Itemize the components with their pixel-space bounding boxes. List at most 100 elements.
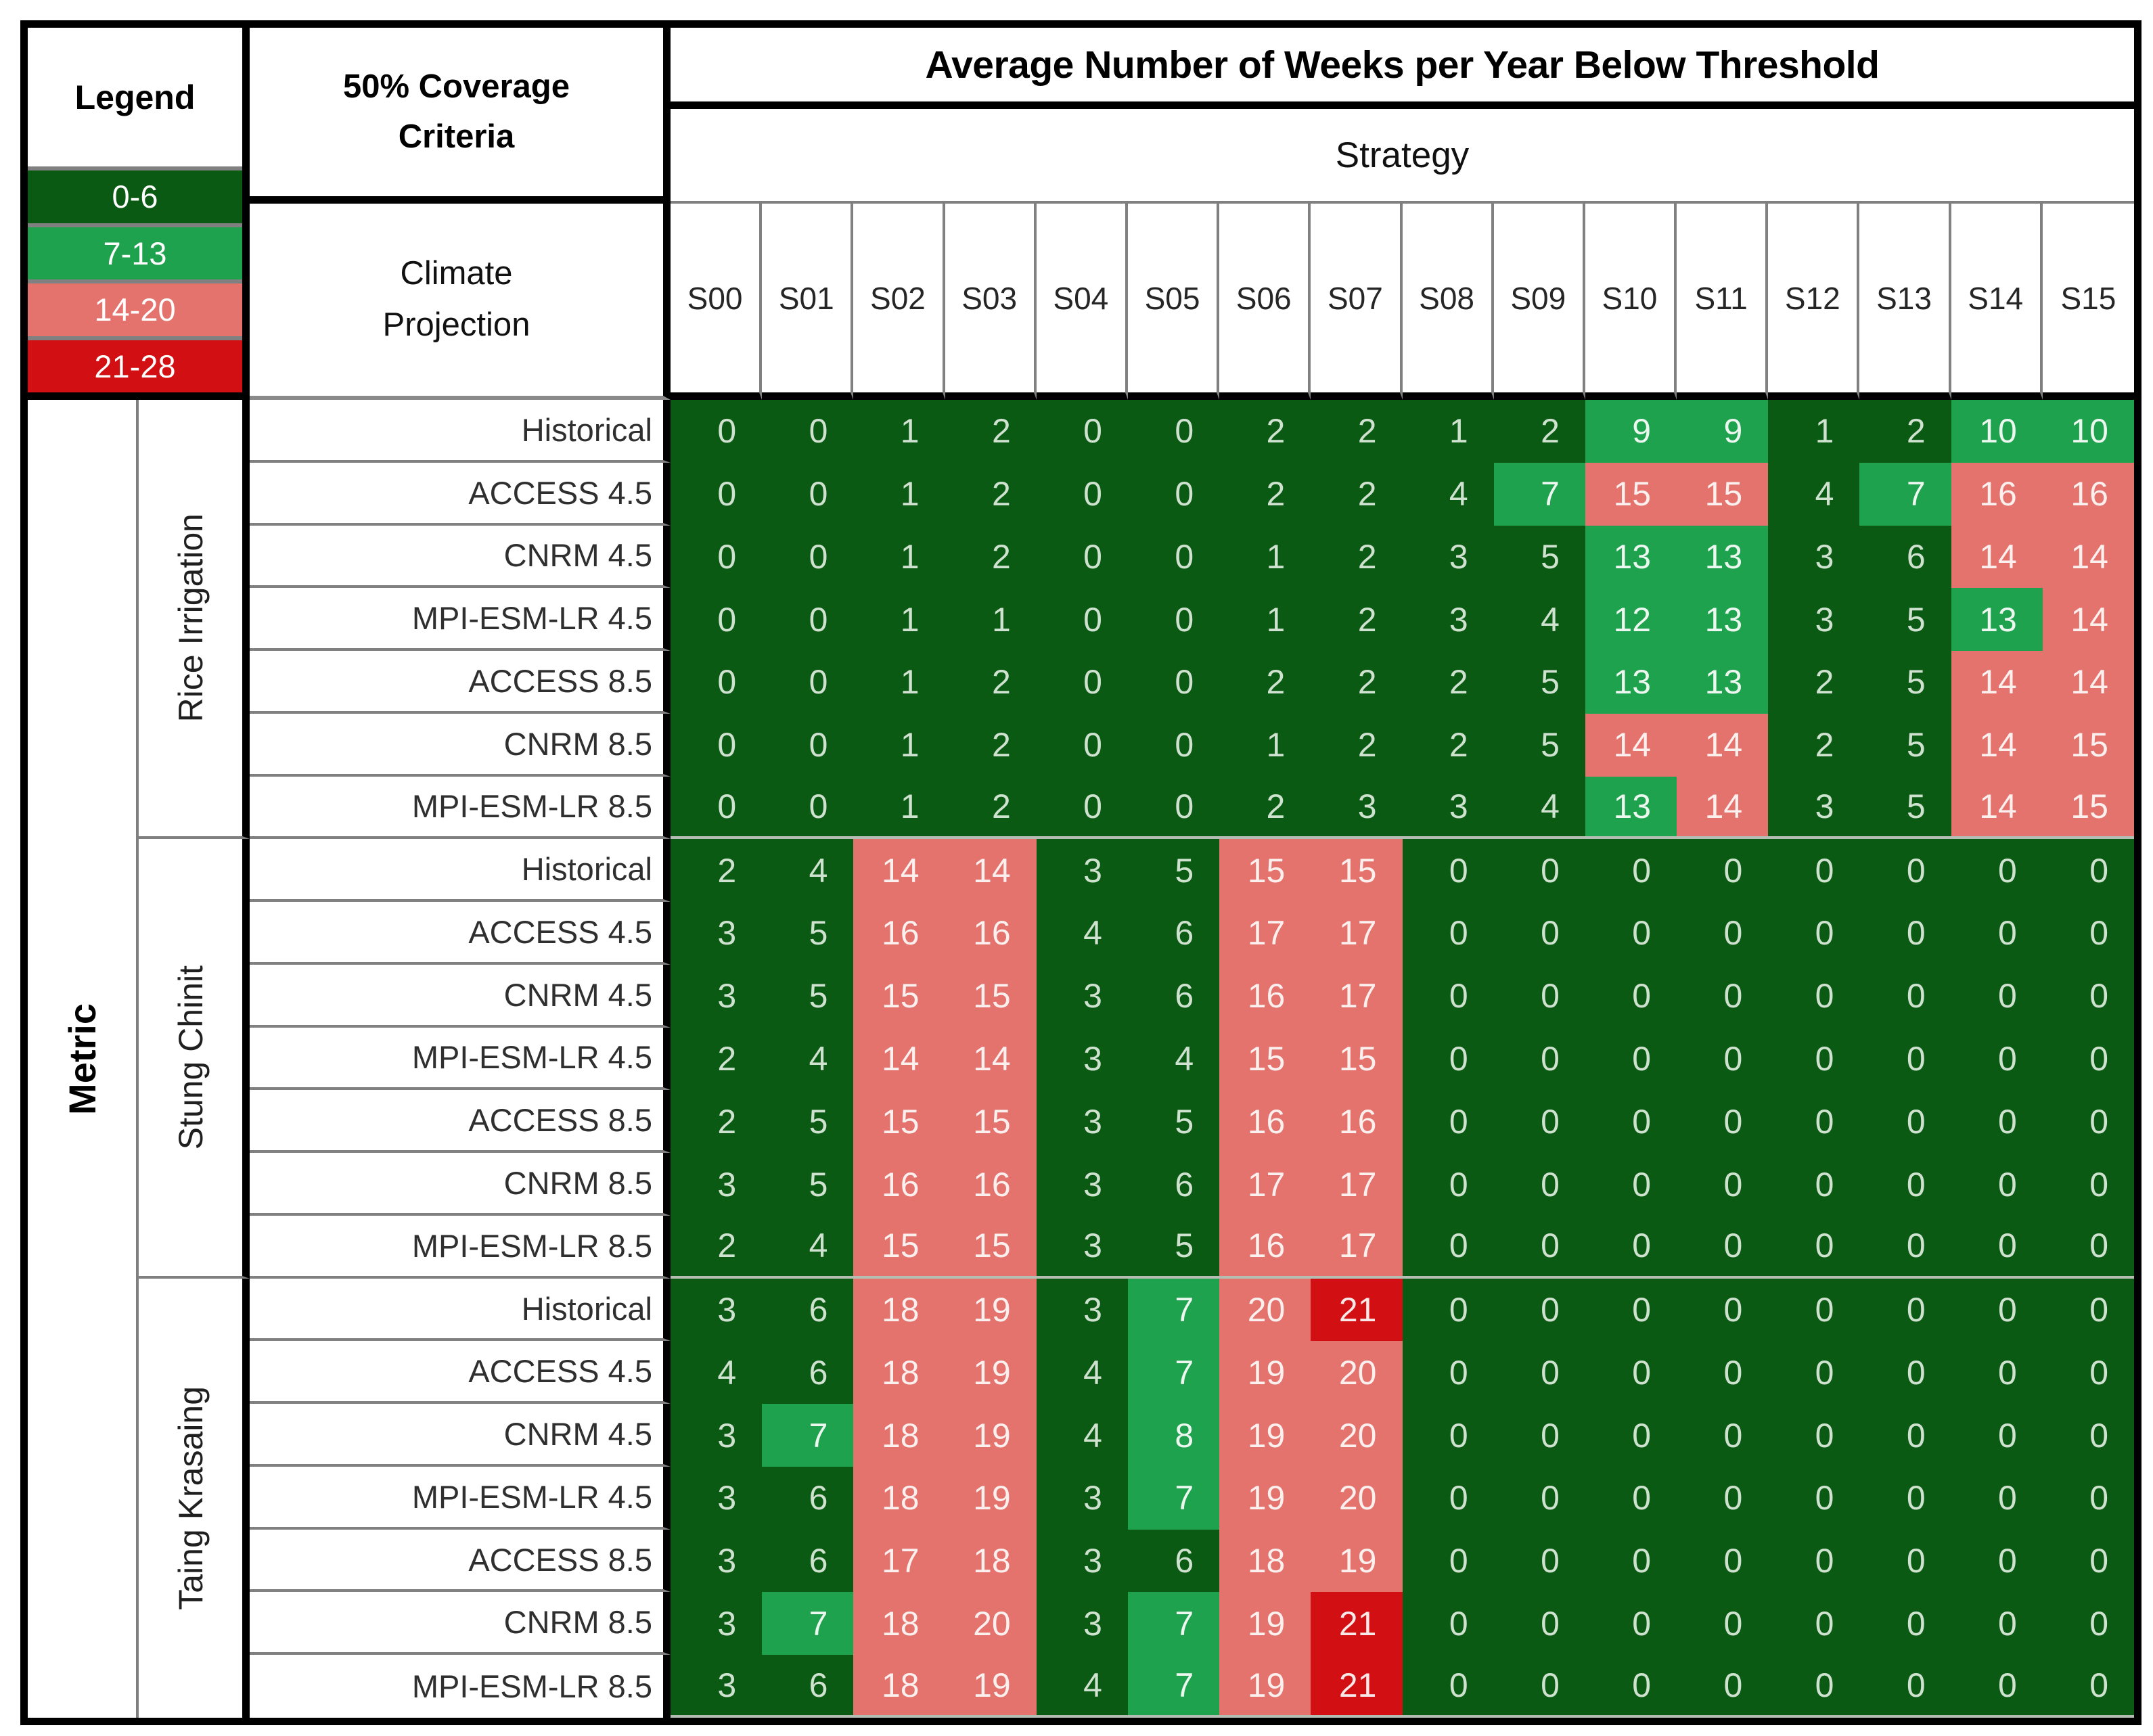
heatmap-cell: 15 [945,1090,1037,1153]
heatmap-cell: 0 [1768,1341,1860,1404]
heatmap-cell: 0 [1677,1529,1769,1593]
heatmap-cell: 1 [853,462,945,526]
legend-band-14-20: 14-20 [28,279,242,336]
heatmap-cell: 3 [671,1529,763,1593]
projection-label: Historical [250,400,671,463]
heatmap-cell: 9 [1677,400,1769,463]
heatmap-cell: 0 [1127,462,1220,526]
heatmap-cell: 2 [945,713,1037,777]
projection-label: CNRM 8.5 [250,1153,671,1216]
heatmap-cell: 5 [762,1153,854,1216]
heatmap-cell: 1 [1219,713,1311,777]
projection-label: ACCESS 4.5 [250,902,671,965]
heatmap-cell: 2 [1311,525,1403,589]
legend-panel: Legend 0-6 7-13 14-20 21-28 [28,28,250,400]
heatmap-cell: 19 [1219,1341,1311,1404]
coverage-criteria-line1: 50% Coverage [342,68,570,105]
heatmap-cell: 5 [762,964,854,1028]
heatmap-cell: 18 [853,1278,945,1342]
heatmap-cell: 6 [762,1655,854,1718]
heatmap-cell: 0 [1768,902,1860,965]
heatmap-cell: 3 [1768,588,1860,652]
heatmap-cell: 14 [2042,588,2134,652]
heatmap-cell: 21 [1311,1278,1403,1342]
heatmap-cell: 0 [1585,1153,1677,1216]
heatmap-cell: 14 [945,1027,1037,1091]
legend-band-7-13: 7-13 [28,223,242,279]
heatmap-cell: 15 [1219,1027,1311,1091]
strategy-column-header: S01 [762,204,854,400]
heatmap-cell: 1 [853,713,945,777]
heatmap-cell: 0 [1768,1215,1860,1279]
heatmap-cell: 0 [2042,1215,2134,1279]
projection-label: ACCESS 8.5 [250,1529,671,1593]
heatmap-cell: 0 [1859,839,1951,903]
heatmap-cell: 0 [1859,1592,1951,1655]
heatmap-cell: 0 [1677,1278,1769,1342]
heatmap-cell: 0 [1402,1592,1494,1655]
heatmap-cell: 20 [1311,1404,1403,1467]
heatmap-cell: 0 [1493,1341,1585,1404]
heatmap-cell: 5 [1859,713,1951,777]
heatmap-cell: 2 [1311,713,1403,777]
coverage-criteria-line2: Criteria [398,118,515,155]
heatmap-cell: 0 [1951,1090,2043,1153]
heatmap-cell: 0 [1402,1215,1494,1279]
heatmap-cell: 0 [1585,1404,1677,1467]
heatmap-cell: 2 [671,1027,763,1091]
heatmap-cell: 5 [1127,1090,1220,1153]
heatmap-cell: 15 [853,964,945,1028]
heatmap-cell: 0 [1402,1153,1494,1216]
heatmap-cell: 0 [1585,1215,1677,1279]
heatmap-cell: 0 [1859,902,1951,965]
heatmap-cell: 2 [1493,400,1585,463]
heatmap-cell: 0 [1951,1278,2043,1342]
heatmap-cell: 0 [1677,1404,1769,1467]
heatmap-cell: 15 [1677,462,1769,526]
heatmap-cell: 0 [671,462,763,526]
heatmap-cell: 3 [1036,964,1128,1028]
heatmap-cell: 7 [1127,1592,1220,1655]
heatmap-cell: 0 [1768,1027,1860,1091]
heatmap-cell: 0 [1859,1529,1951,1593]
heatmap-cell: 0 [1402,1529,1494,1593]
heatmap-cell: 2 [1311,400,1403,463]
projection-label: MPI-ESM-LR 4.5 [250,588,671,652]
strategy-column-header: S00 [671,204,763,400]
heatmap-cell: 0 [762,525,854,589]
heatmap-cell: 0 [1859,1341,1951,1404]
heatmap-cell: 0 [1859,1466,1951,1530]
heatmap-cell: 16 [1311,1090,1403,1153]
heatmap-cell: 2 [1311,588,1403,652]
heatmap-cell: 0 [671,525,763,589]
heatmap-cell: 5 [762,1090,854,1153]
heatmap-cell: 0 [671,588,763,652]
heatmap-cell: 16 [945,1153,1037,1216]
heatmap-cell: 3 [1036,1153,1128,1216]
heatmap-cell: 6 [1859,525,1951,589]
heatmap-cell: 4 [762,839,854,903]
heatmap-cell: 0 [1493,1592,1585,1655]
heatmap-cell: 6 [762,1529,854,1593]
heatmap-cell: 19 [945,1466,1037,1530]
heatmap-cell: 0 [1768,1529,1860,1593]
heatmap-cell: 14 [1951,776,2043,840]
heatmap-cell: 13 [1677,651,1769,714]
heatmap-cell: 0 [762,400,854,463]
heatmap-cell: 4 [762,1027,854,1091]
heatmap-cell: 1 [853,400,945,463]
heatmap-cell: 13 [1585,651,1677,714]
heatmap-cell: 0 [1036,588,1128,652]
heatmap-cell: 0 [1493,1655,1585,1718]
heatmap-cell: 1 [1219,588,1311,652]
heatmap-cell: 0 [2042,1090,2134,1153]
heatmap-cell: 0 [1859,1090,1951,1153]
heatmap-cell: 4 [1036,1341,1128,1404]
strategy-column-header: S04 [1036,204,1128,400]
heatmap-cell: 19 [1219,1466,1311,1530]
heatmap-cell: 15 [1585,462,1677,526]
heatmap-cell: 17 [1219,902,1311,965]
heatmap-cell: 3 [671,1278,763,1342]
heatmap-cell: 0 [1768,1278,1860,1342]
projection-label: MPI-ESM-LR 8.5 [250,1215,671,1279]
